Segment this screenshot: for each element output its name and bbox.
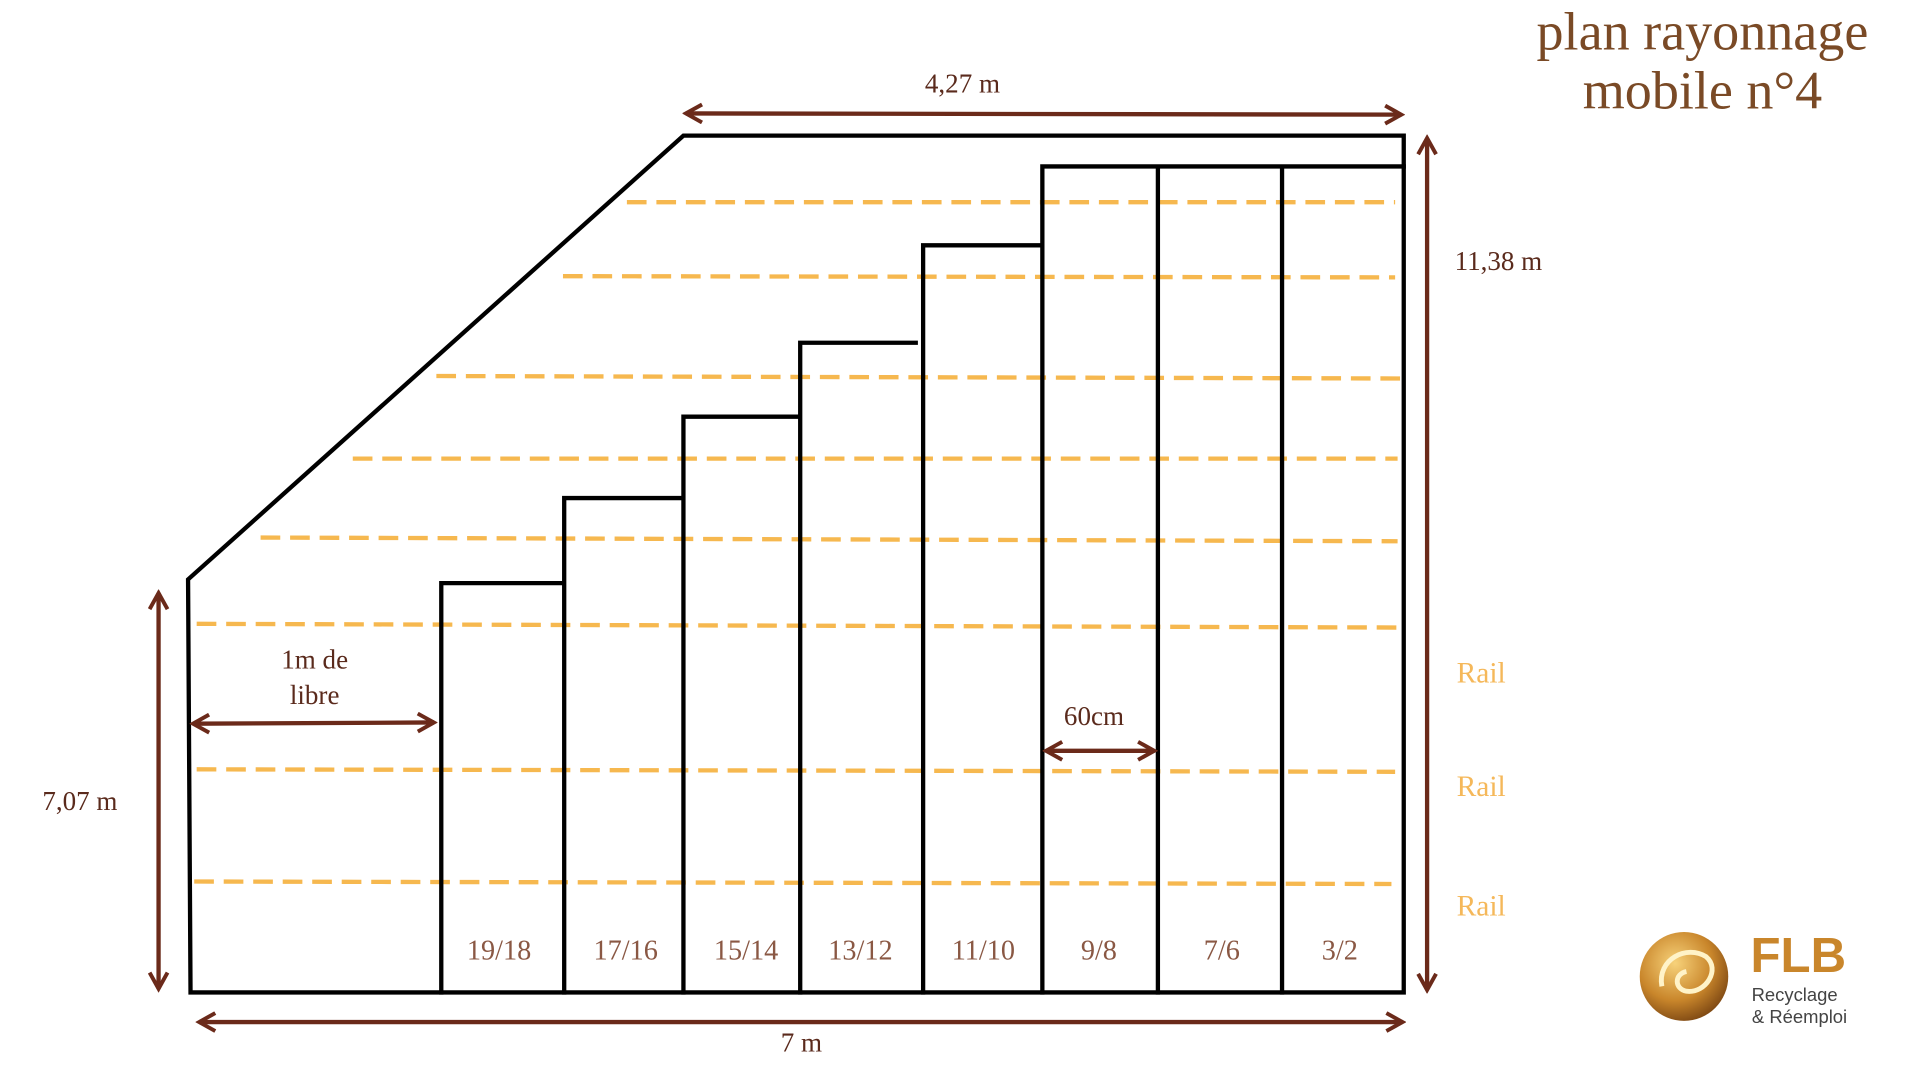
logo-tagline: Recyclage [1752, 984, 1838, 1005]
rail-label: Rail [1457, 890, 1506, 922]
rail-labels: Rail Rail Rail [1457, 657, 1506, 922]
rails-dashed [194, 200, 1402, 887]
title: plan rayonnage [1537, 1, 1869, 61]
logo-name: FLB [1751, 928, 1847, 983]
section-label: 11/10 [952, 935, 1015, 966]
dimension-label: 7 m [781, 1028, 822, 1058]
section-label: 19/18 [467, 935, 531, 966]
dimension-arrows [159, 113, 1428, 1022]
section-label: 7/6 [1204, 935, 1240, 966]
dimension-label: 60cm [1064, 701, 1124, 731]
section-label: 13/12 [828, 935, 892, 966]
rail-label: Rail [1457, 771, 1506, 803]
rail-label: Rail [1457, 657, 1506, 689]
dimension-label: 7,07 m [42, 786, 117, 816]
section-label: 9/8 [1081, 935, 1117, 966]
dimension-label: 4,27 m [925, 68, 1000, 98]
section-label: 17/16 [593, 935, 657, 966]
title: mobile n°4 [1583, 61, 1822, 121]
section-label: 15/14 [714, 935, 778, 966]
section-labels: 19/18 17/16 15/14 13/12 11/10 9/8 7/6 3/2 [467, 935, 1358, 966]
logo-tagline: & Réemploi [1752, 1006, 1847, 1027]
dimension-label: 1m de [281, 644, 348, 674]
dimension-label: 11,38 m [1455, 246, 1543, 276]
logo: FLB Recyclage & Réemploi [1639, 928, 1847, 1027]
dimension-label: libre [290, 680, 340, 710]
section-label: 3/2 [1322, 935, 1358, 966]
walls [185, 133, 1406, 995]
